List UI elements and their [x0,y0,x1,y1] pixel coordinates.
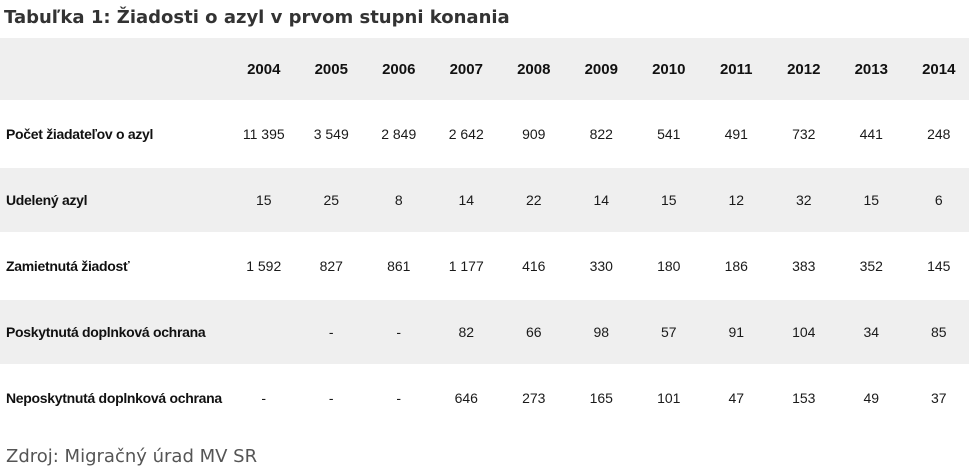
table-cell: 6 [934,192,943,208]
table-cell: - [396,324,402,340]
table-cell: 98 [593,324,610,340]
table-cell: 186 [724,258,748,274]
table-row: Poskytnutá doplnková ochrana - - 82 66 9… [0,300,969,366]
table-cell: 646 [454,390,478,406]
table-cell: 14 [593,192,610,208]
table-cell: 49 [863,390,880,406]
table-cell: 104 [792,324,816,340]
table-cell: - [328,324,334,340]
table-cell: 145 [927,258,951,274]
header-year: 2006 [382,60,416,78]
table-cell: 66 [525,324,542,340]
table-cell: 827 [319,258,343,274]
table-cell: 91 [728,324,745,340]
table-cell: 15 [255,192,272,208]
header-year: 2011 [719,60,753,78]
table-cell: 101 [657,390,681,406]
asylum-table: 2004 2005 2006 2007 2008 2009 2010 2011 … [0,38,969,432]
table-cell: 11 395 [242,126,285,142]
header-year: 2014 [922,60,956,78]
table-cell: 8 [394,192,403,208]
row-label: Počet žiadateľov o azyl [6,126,154,142]
table-cell: 180 [657,258,681,274]
table-cell: 15 [863,192,880,208]
header-year: 2009 [584,60,618,78]
row-label: Poskytnutá doplnková ochrana [6,324,206,340]
table-cell: 1 177 [448,258,484,274]
table-row: Počet žiadateľov o azyl 11 395 3 549 2 8… [0,102,969,168]
table-cell: 383 [792,258,816,274]
table-cell: 732 [792,126,816,142]
table-cell: 32 [795,192,812,208]
table-cell: 2 849 [381,126,417,142]
table-row: Neposkytnutá doplnková ochrana - - - 646… [0,366,969,432]
table-cell: 2 642 [448,126,484,142]
table-cell: 12 [728,192,745,208]
table-cell: 352 [859,258,883,274]
row-label: Udelený azyl [6,192,88,208]
header-year: 2008 [517,60,551,78]
row-label: Neposkytnutá doplnková ochrana [6,390,222,406]
table-cell: 14 [458,192,475,208]
header-year: 2007 [449,60,483,78]
header-year: 2010 [652,60,686,78]
header-year: 2013 [854,60,888,78]
table-cell: 330 [589,258,613,274]
header-year: 2004 [247,60,281,78]
table-header-row: 2004 2005 2006 2007 2008 2009 2010 2011 … [0,38,969,102]
table-row: Zamietnutá žiadosť 1 592 827 861 1 177 4… [0,234,969,300]
table-cell: 15 [660,192,677,208]
table-cell: 85 [930,324,947,340]
table-cell: 3 549 [313,126,349,142]
table-cell: 165 [589,390,613,406]
table-cell: 441 [859,126,883,142]
source-note: Zdroj: Migračný úrad MV SR [6,446,258,467]
table-cell: - [328,390,334,406]
table-cell: 1 592 [246,258,282,274]
table-cell: 248 [927,126,951,142]
table-cell: 22 [525,192,542,208]
table-cell: 541 [657,126,681,142]
table-cell: 416 [522,258,546,274]
table-cell: 57 [660,324,677,340]
table-cell: 273 [522,390,546,406]
table-cell: 34 [863,324,880,340]
table-cell: 82 [458,324,475,340]
table-title: Tabuľka 1: Žiadosti o azyl v prvom stupn… [4,7,510,28]
row-label: Zamietnutá žiadosť [6,258,130,274]
table-cell: 491 [724,126,748,142]
table-cell: 47 [728,390,745,406]
table-cell: 861 [387,258,411,274]
table-row: Udelený azyl 15 25 8 14 22 14 15 12 32 1… [0,168,969,234]
table-cell: - [396,390,402,406]
table-cell: 37 [930,390,947,406]
table-cell: 909 [522,126,546,142]
table-cell: - [261,390,267,406]
header-year: 2005 [314,60,348,78]
header-year: 2012 [787,60,821,78]
table-cell: 25 [323,192,340,208]
table-cell: 822 [589,126,613,142]
table-cell: 153 [792,390,816,406]
